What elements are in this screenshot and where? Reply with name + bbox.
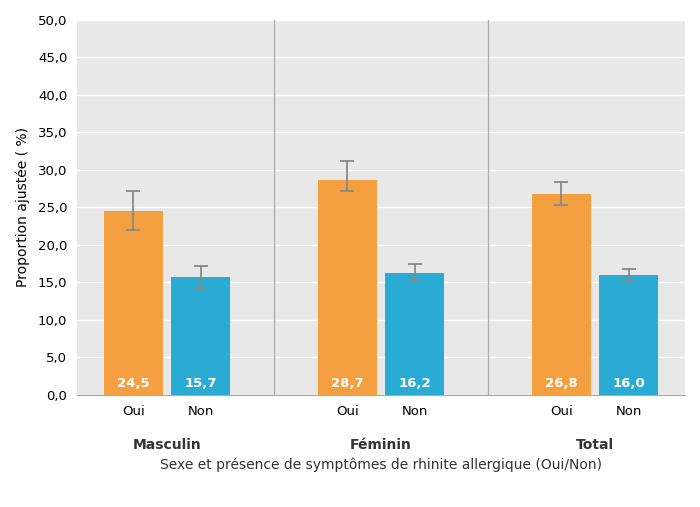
Bar xyxy=(172,277,230,395)
Text: 26,8: 26,8 xyxy=(545,377,578,390)
Text: Féminin: Féminin xyxy=(350,438,412,452)
Text: 24,5: 24,5 xyxy=(117,377,150,390)
Bar xyxy=(599,275,658,395)
Text: 15,7: 15,7 xyxy=(184,377,217,390)
Text: 16,2: 16,2 xyxy=(398,377,431,390)
Bar xyxy=(318,179,377,395)
Y-axis label: Proportion ajustée ( %): Proportion ajustée ( %) xyxy=(15,127,29,287)
Bar xyxy=(532,194,591,395)
Text: 28,7: 28,7 xyxy=(331,377,363,390)
Text: Masculin: Masculin xyxy=(132,438,202,452)
Bar xyxy=(385,273,444,395)
Text: Total: Total xyxy=(576,438,614,452)
X-axis label: Sexe et présence de symptômes de rhinite allergique (Oui/Non): Sexe et présence de symptômes de rhinite… xyxy=(160,457,602,472)
Text: 16,0: 16,0 xyxy=(612,377,645,390)
Bar xyxy=(104,211,162,395)
